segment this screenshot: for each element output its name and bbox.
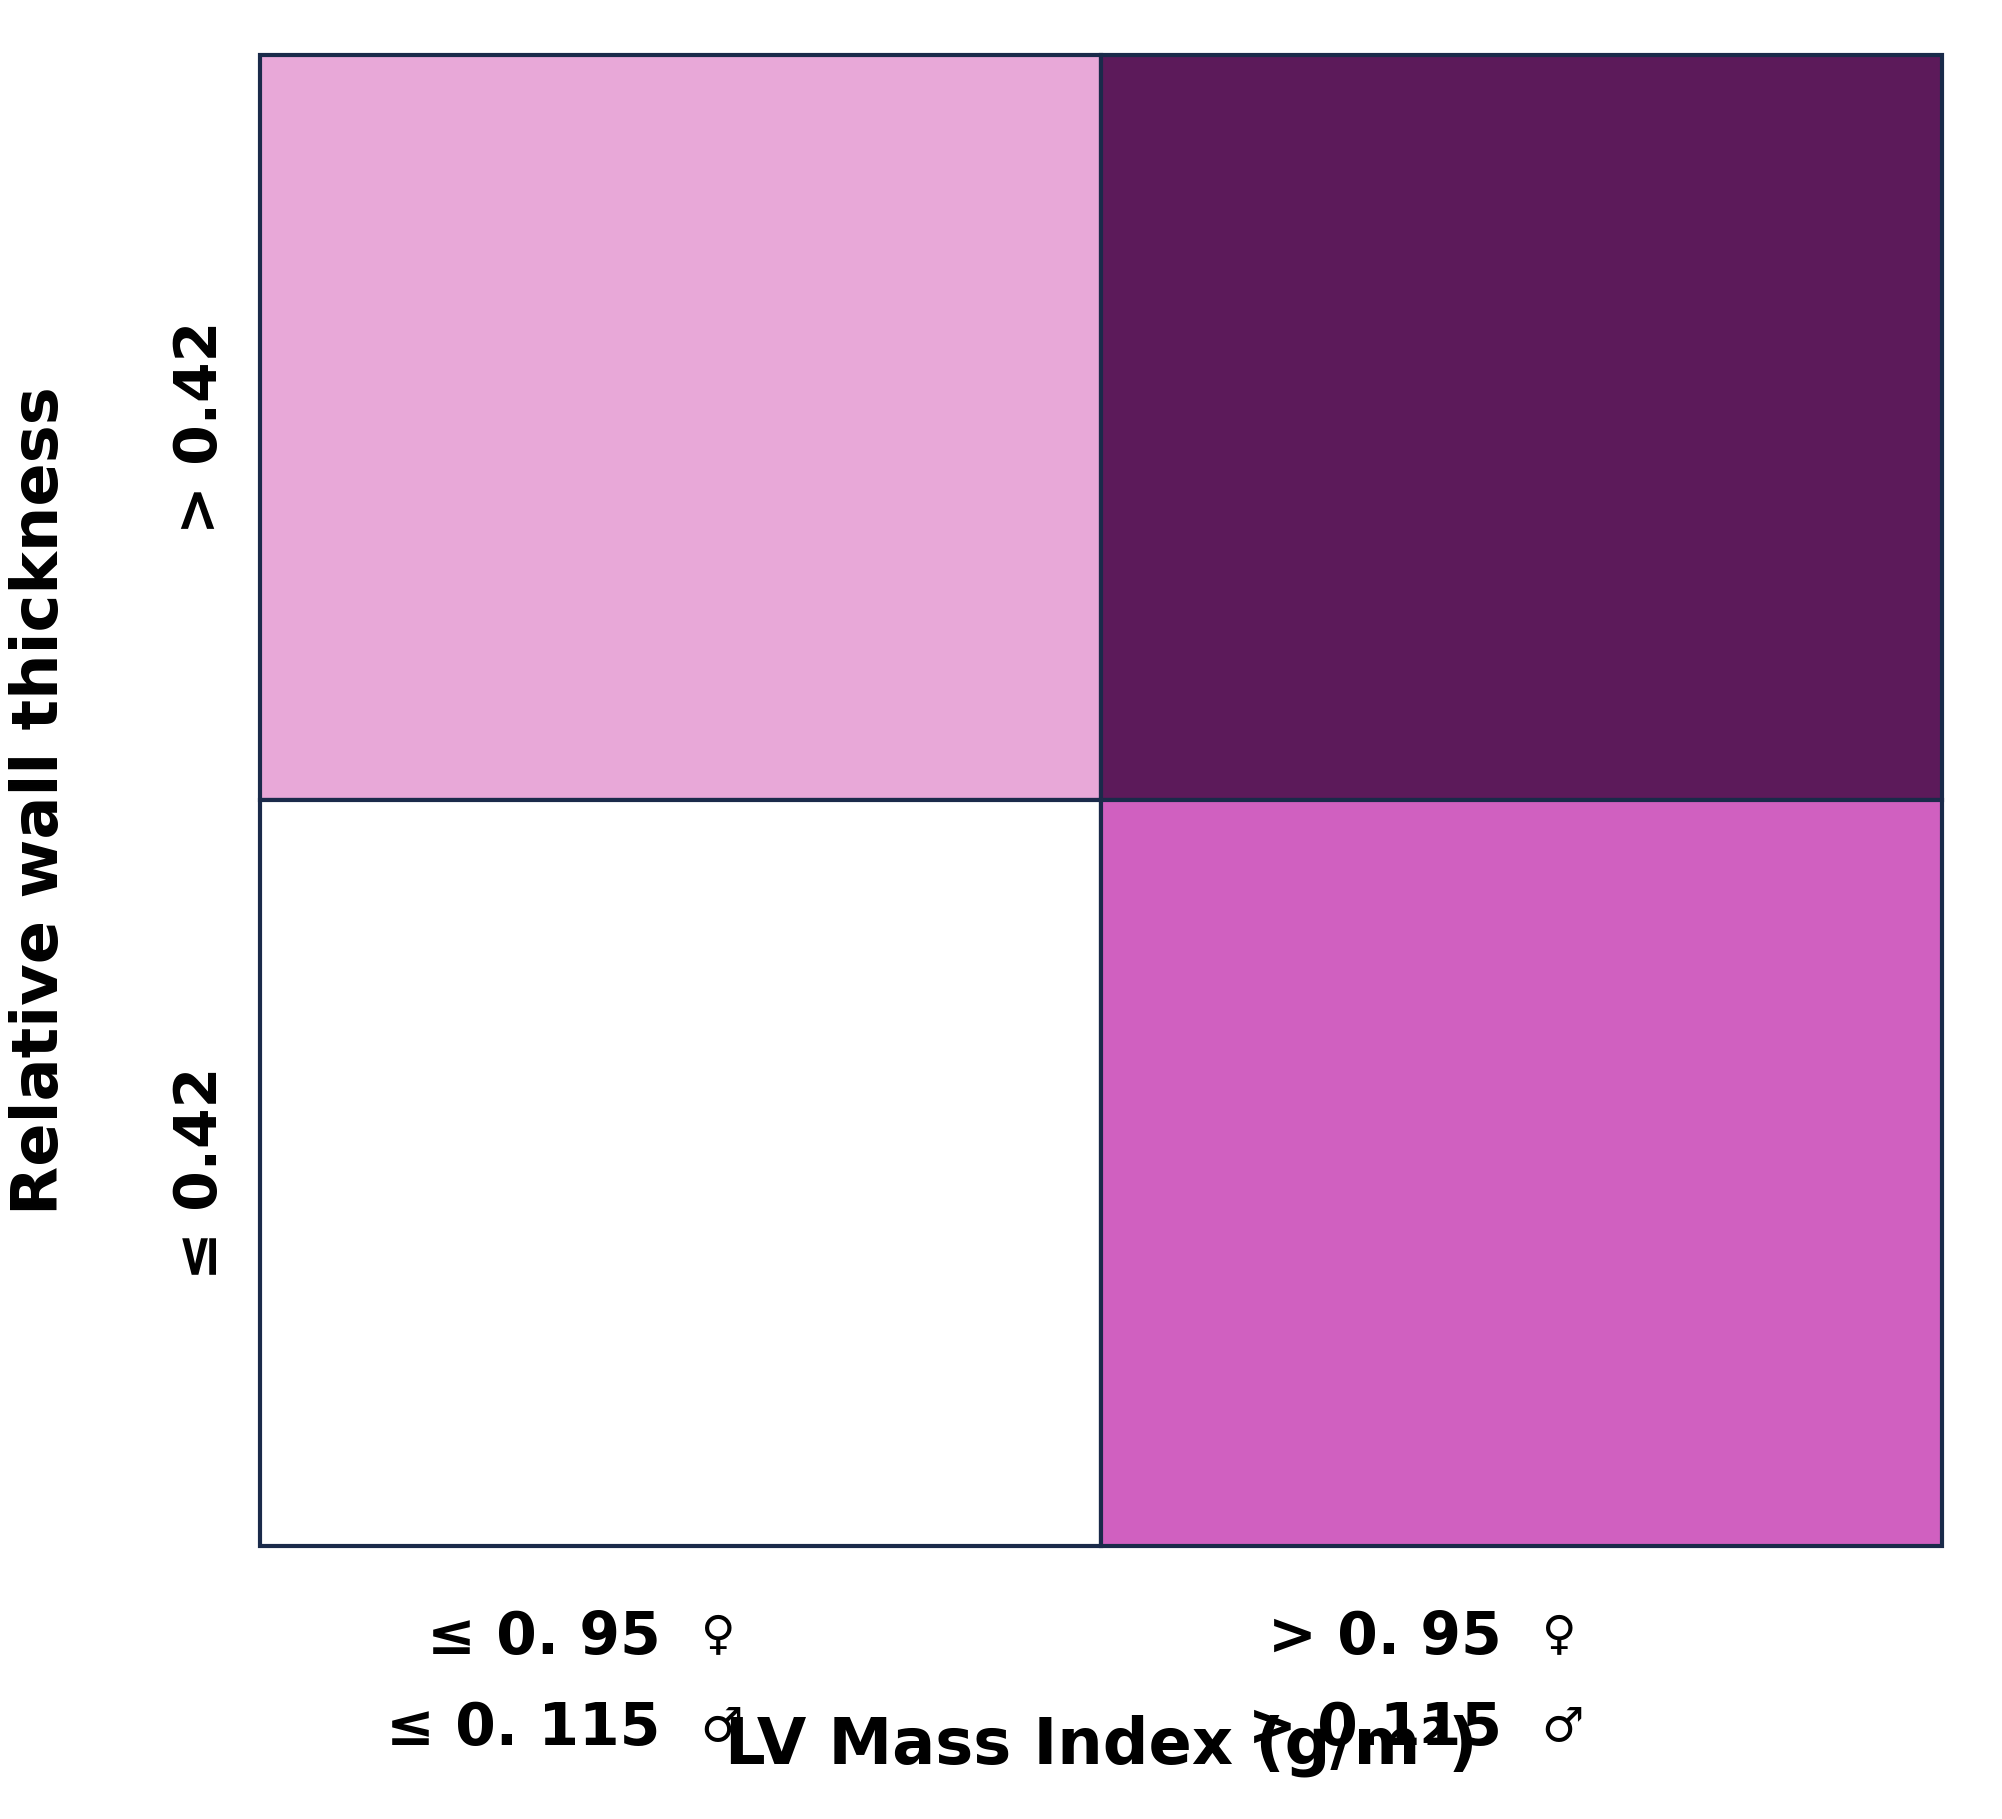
Text: Relative wall thickness: Relative wall thickness [10,386,70,1215]
Text: ≤ 0.42: ≤ 0.42 [172,1066,228,1281]
Text: > 0.42: > 0.42 [172,320,228,535]
Text: ≤ 0. 115: ≤ 0. 115 [386,1699,661,1757]
Text: ♀: ♀ [701,1615,735,1659]
Text: LV Mass Index (g/m²): LV Mass Index (g/m²) [725,1715,1477,1777]
Text: ♂: ♂ [701,1706,743,1750]
Text: > 0.115: > 0.115 [1247,1699,1502,1757]
Text: ♂: ♂ [1542,1706,1584,1750]
Text: > 0. 95: > 0. 95 [1267,1608,1502,1666]
Text: ≤ 0. 95: ≤ 0. 95 [426,1608,661,1666]
Text: ♀: ♀ [1542,1615,1576,1659]
